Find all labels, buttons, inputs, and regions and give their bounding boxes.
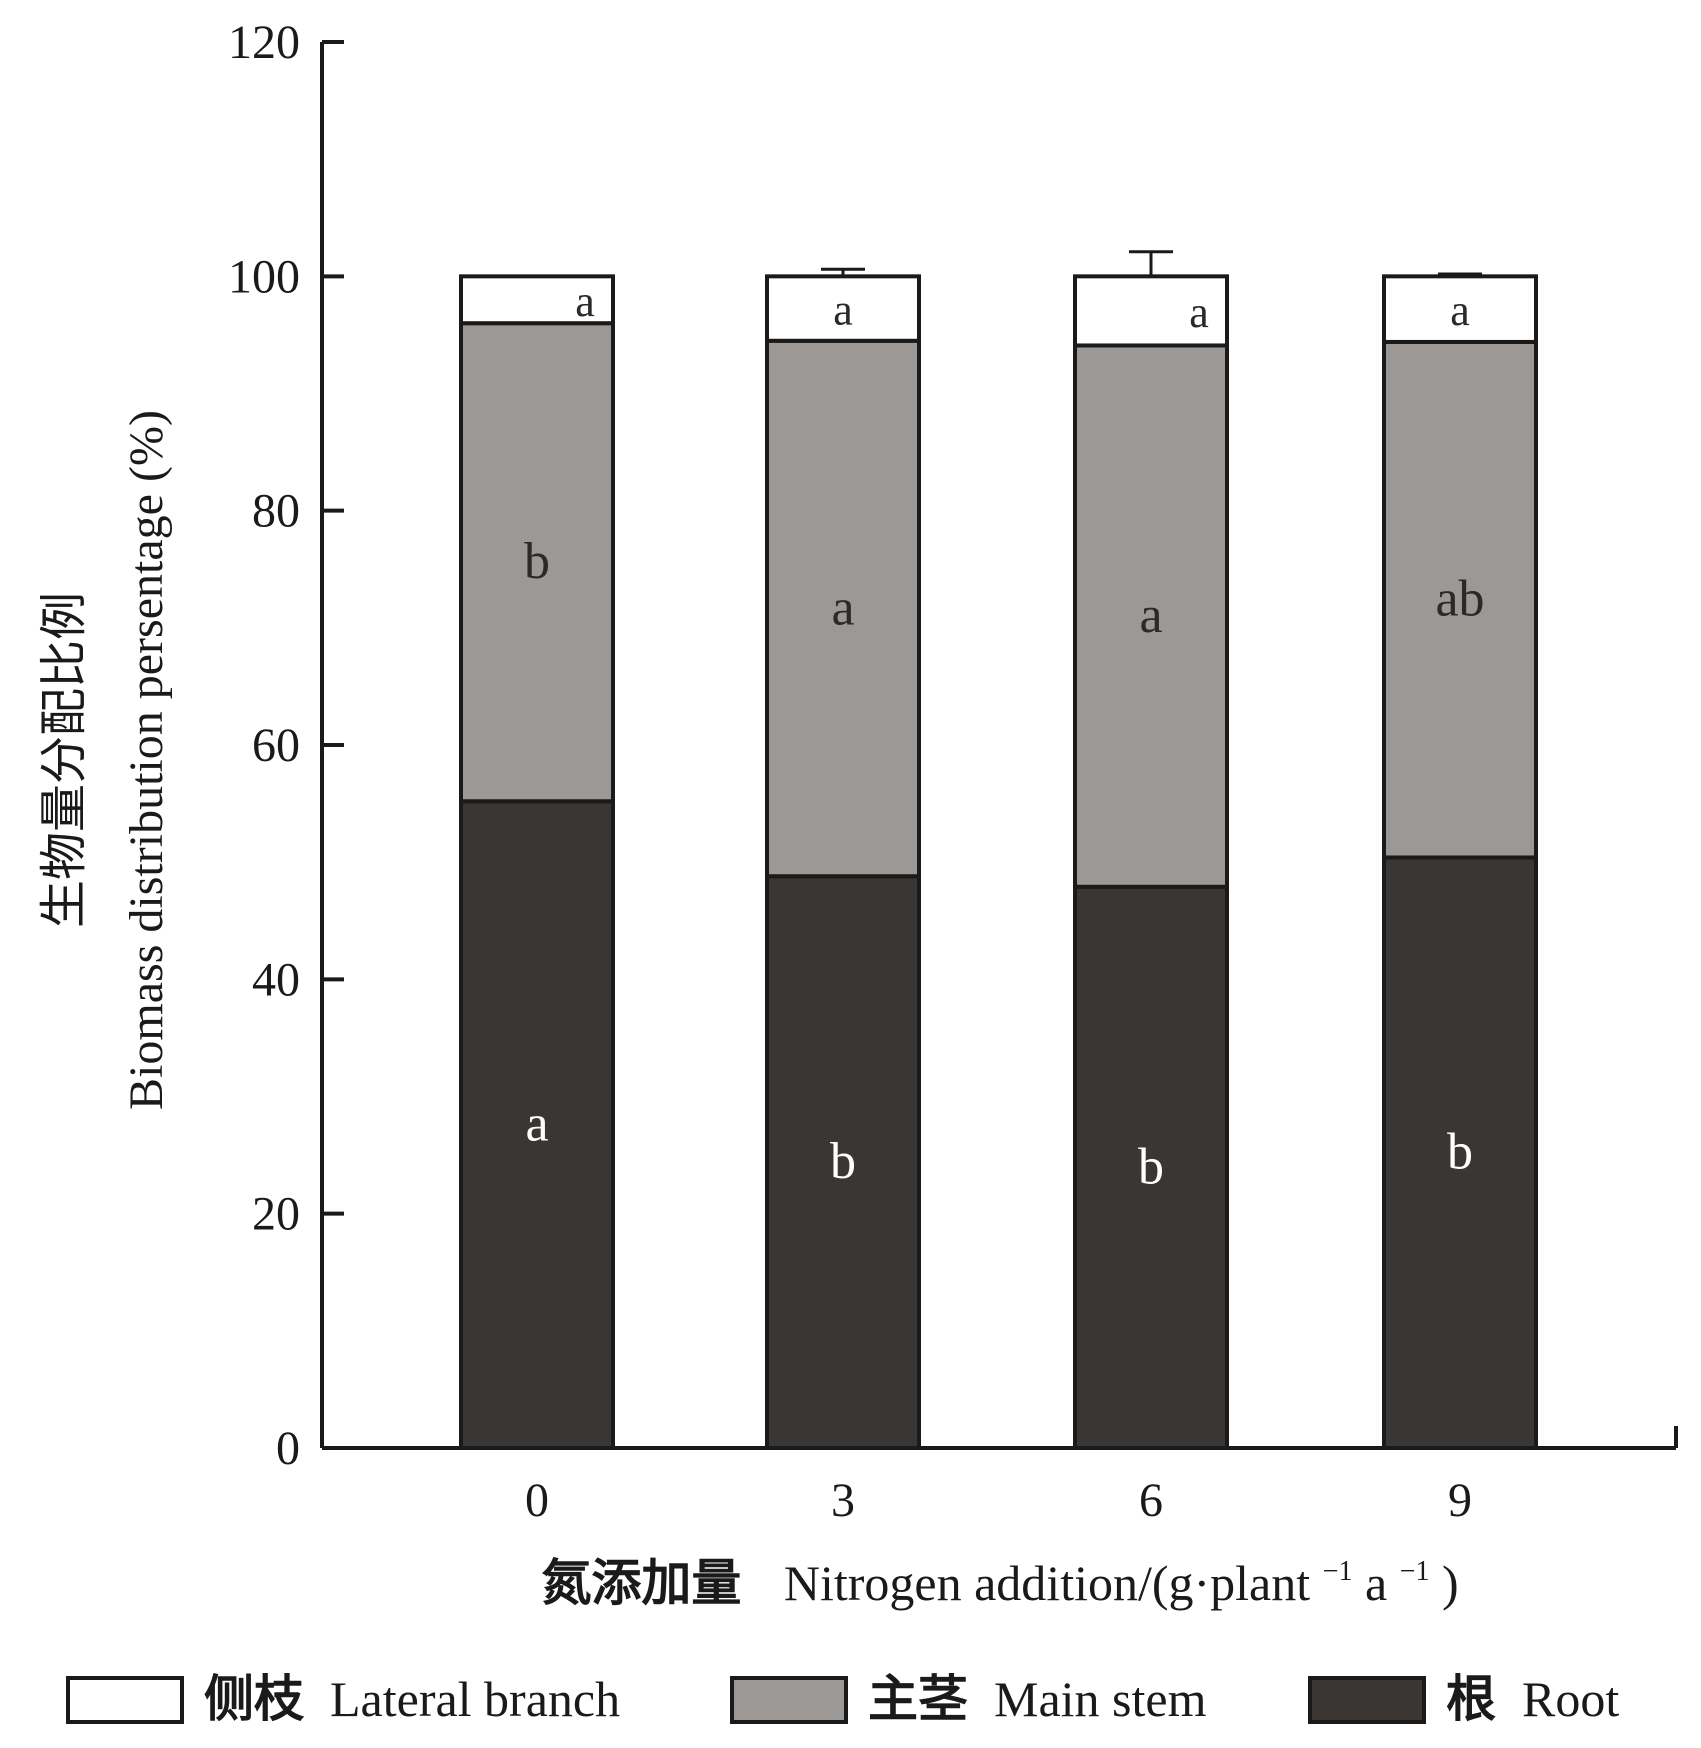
legend-label: 根 Root [1446, 1671, 1619, 1727]
y-axis-label-en: Biomass distribution persentage (%) [120, 410, 173, 1110]
bar-segment [1382, 339, 1538, 860]
bar-segment [1073, 274, 1229, 348]
y-tick-label: 0 [276, 1422, 300, 1475]
significance-letter: a [833, 286, 853, 335]
x-axis-label-sup2: −1 [1400, 1556, 1430, 1587]
x-axis-label-en: Nitrogen addition/(g·plant [784, 1555, 1310, 1611]
y-tick-label: 20 [252, 1188, 300, 1241]
x-tick-label: 3 [831, 1474, 855, 1527]
bar-segment [1382, 855, 1538, 1450]
legend-swatch [66, 1676, 184, 1724]
bar-segment [1073, 884, 1229, 1450]
bar-segment [1382, 274, 1538, 344]
significance-letter: a [575, 277, 595, 326]
y-tick-label: 60 [252, 719, 300, 772]
x-axis-label-mid: a [1365, 1555, 1387, 1611]
bar-segment [459, 274, 615, 326]
x-tick-label: 0 [525, 1474, 549, 1527]
x-tick-label: 6 [1139, 1474, 1163, 1527]
y-tick-label: 120 [228, 16, 300, 69]
bar-segment [765, 338, 921, 879]
bar-segment [765, 874, 921, 1450]
x-axis-label-end: ) [1442, 1555, 1459, 1611]
significance-letter: a [831, 580, 854, 637]
significance-letter: a [525, 1096, 548, 1153]
y-ticks: 0 20 40 60 80 100 120 [228, 16, 344, 1475]
bar-segment [765, 274, 921, 343]
y-axis-label-cn: 生物量分配比例 [38, 592, 91, 928]
significance-letter: b [524, 533, 550, 590]
legend-swatch [730, 1676, 848, 1724]
y-tick-label: 100 [228, 250, 300, 303]
significance-letter: b [830, 1133, 856, 1190]
x-axis-label: 氮添加量 Nitrogen addition/(g·plant −1 a −1 … [541, 1535, 1458, 1611]
x-axis-label-sup1: −1 [1323, 1556, 1353, 1587]
x-axis-label-cn: 氮添加量 [541, 1555, 741, 1611]
significance-letter: ab [1435, 571, 1484, 628]
legend-label: 侧枝 Lateral branch [204, 1671, 620, 1727]
legend: 侧枝 Lateral branch 主茎 Main stem 根 Root [66, 1671, 1619, 1727]
significance-letter: b [1138, 1138, 1164, 1195]
significance-letter: a [1189, 288, 1209, 337]
y-tick-label: 80 [252, 485, 300, 538]
x-tick-label: 9 [1448, 1474, 1472, 1527]
significance-letter: b [1447, 1124, 1473, 1181]
legend-label: 主茎 Main stem [868, 1671, 1207, 1727]
significance-letter: a [1450, 286, 1470, 335]
x-ticks: 0 3 6 9 [525, 1474, 1472, 1527]
significance-letter: a [1139, 587, 1162, 644]
y-tick-label: 40 [252, 953, 300, 1006]
legend-swatch [1308, 1676, 1426, 1724]
